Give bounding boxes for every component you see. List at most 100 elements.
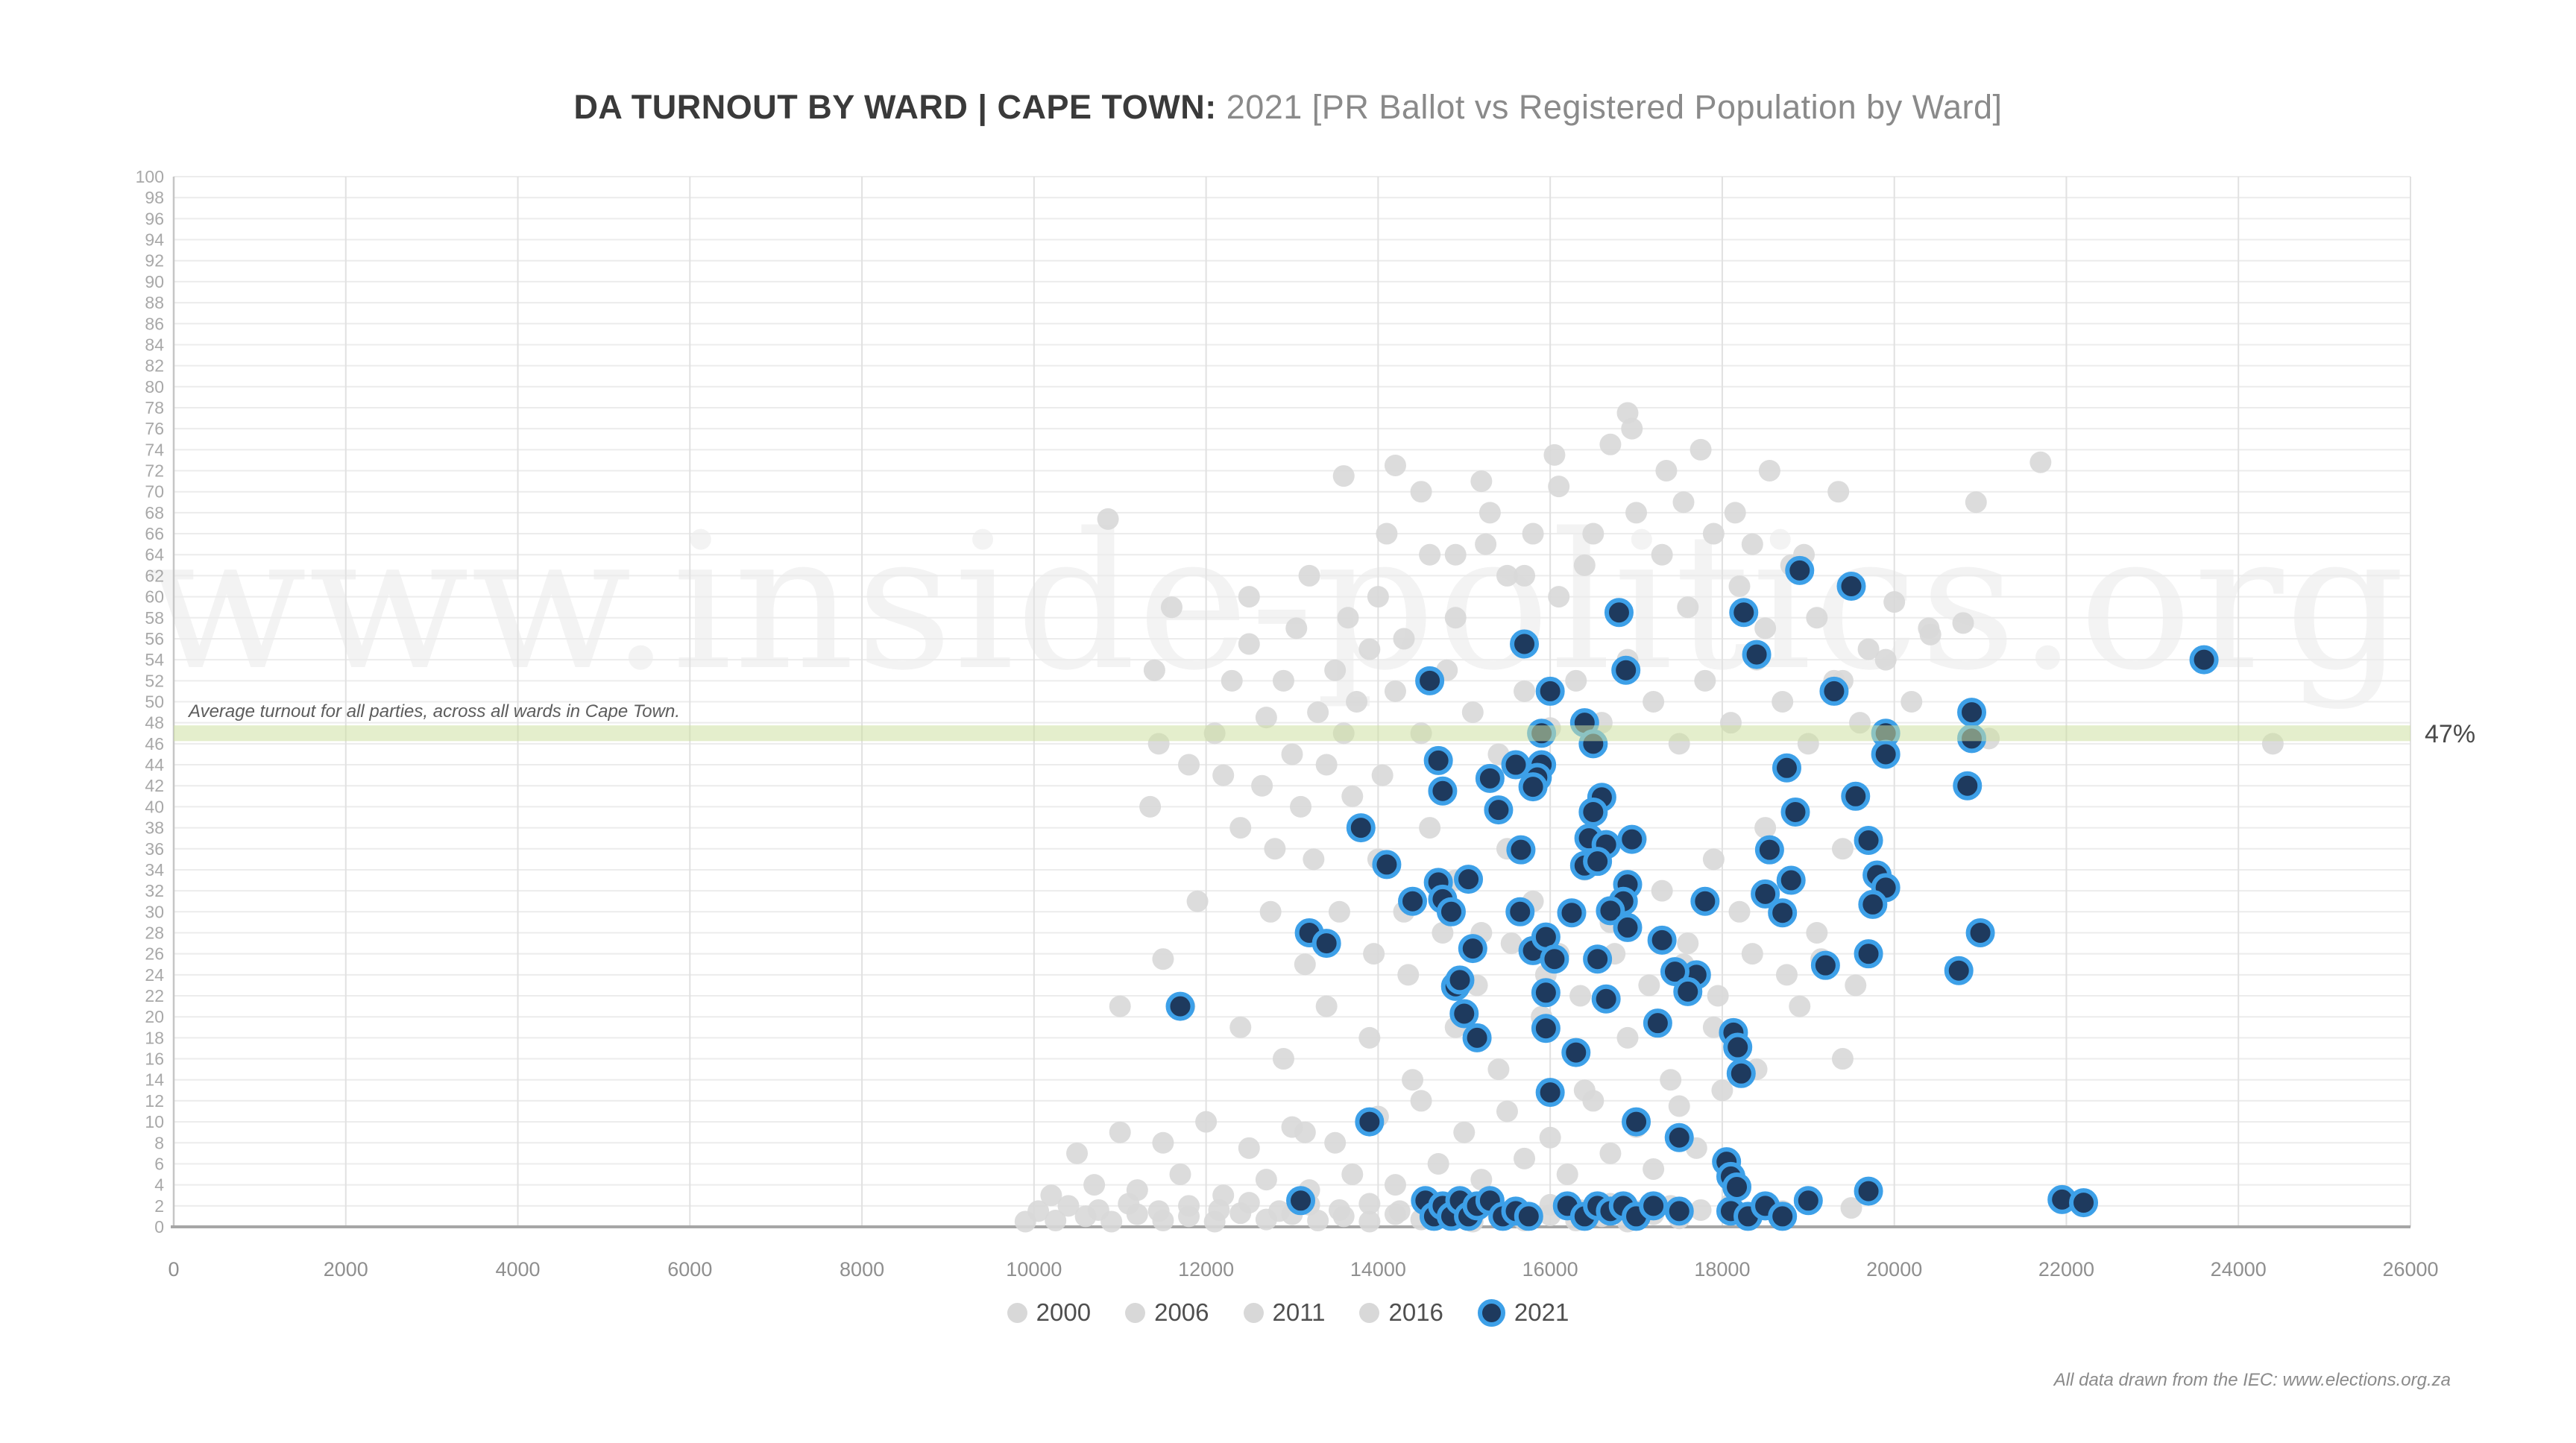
data-point-2021 <box>1854 825 1883 855</box>
data-point-2021 <box>1372 850 1402 880</box>
data-point-2011 <box>1806 921 1828 944</box>
average-annotation: Average turnout for all parties, across … <box>187 701 680 722</box>
x-tick-label: 14000 <box>1350 1258 1406 1281</box>
title-sub: 2021 [PR Ballot vs Registered Population… <box>1216 88 2003 126</box>
data-point-2006 <box>1840 1197 1862 1219</box>
data-point-2021 <box>1622 1107 1651 1137</box>
data-point-2021 <box>1423 745 1453 775</box>
data-point-2000 <box>1315 754 1338 776</box>
data-point-2016 <box>1324 1131 1347 1154</box>
data-point-2021 <box>1836 572 1866 601</box>
data-points <box>1014 402 2284 1233</box>
y-tick-label: 30 <box>145 902 164 921</box>
data-point-2006 <box>1027 1200 1050 1222</box>
data-point-2021 <box>1311 929 1341 959</box>
data-point-2021 <box>1583 847 1613 877</box>
y-tick-label: 96 <box>145 209 164 228</box>
y-tick-label: 28 <box>145 923 164 942</box>
data-point-2016 <box>1724 502 1746 524</box>
average-band-rect <box>174 725 2410 742</box>
data-point-2021 <box>1428 776 1458 806</box>
data-point-2011 <box>1143 659 1165 681</box>
x-tick-label: 18000 <box>1694 1258 1750 1281</box>
y-tick-label: 22 <box>145 986 164 1005</box>
legend-label: 2011 <box>1272 1298 1326 1326</box>
data-point-2016 <box>1376 522 1398 545</box>
data-point-2006 <box>1461 701 1484 724</box>
data-point-2016 <box>1328 900 1350 923</box>
data-point-2000 <box>1496 564 1518 587</box>
data-point-2011 <box>1616 1026 1639 1049</box>
data-point-2021 <box>1751 879 1780 909</box>
data-point-2011 <box>1599 1142 1622 1164</box>
y-tick-label: 32 <box>145 881 164 900</box>
title-main: DA TURNOUT BY WARD | CAPE TOWN: <box>573 88 1217 126</box>
y-tick-label: 42 <box>145 776 164 795</box>
data-point-2021 <box>1965 918 1995 947</box>
x-tick-label: 6000 <box>667 1258 712 1281</box>
data-point-2021 <box>1639 1191 1669 1221</box>
legend-item-2006: 2006 <box>1125 1298 1209 1327</box>
data-point-2016 <box>1919 623 1942 645</box>
data-point-2021 <box>1591 984 1621 1014</box>
data-point-2021 <box>1445 965 1475 995</box>
data-point-2016 <box>1478 502 1501 524</box>
data-point-2011 <box>1083 1174 1106 1196</box>
data-point-2000 <box>1857 638 1880 660</box>
data-point-2016 <box>1711 1079 1733 1102</box>
data-point-2016 <box>1097 508 1119 530</box>
data-point-2021 <box>1664 1196 1694 1226</box>
x-tick-label: 22000 <box>2038 1258 2094 1281</box>
y-tick-label: 26 <box>145 944 164 964</box>
data-point-2000 <box>1883 591 1906 613</box>
data-point-2011 <box>1126 1179 1148 1202</box>
data-point-2016 <box>1582 1090 1605 1112</box>
data-point-2000 <box>1139 795 1162 818</box>
data-point-2011 <box>1831 1048 1854 1070</box>
data-point-2006 <box>1087 1199 1109 1221</box>
data-point-2000 <box>1186 890 1209 912</box>
data-point-2021 <box>1506 835 1536 865</box>
legend-item-2000: 2000 <box>1007 1298 1091 1327</box>
data-point-2006 <box>1328 1199 1350 1221</box>
y-tick-label: 90 <box>145 272 164 291</box>
data-point-2021 <box>1858 889 1888 919</box>
data-point-2021 <box>1286 1186 1316 1216</box>
data-point-2021 <box>1561 1038 1591 1067</box>
data-point-2011 <box>1419 817 1441 839</box>
data-point-2021 <box>1613 912 1643 942</box>
data-point-2006 <box>1057 1195 1080 1217</box>
data-point-2016 <box>1397 964 1420 986</box>
data-point-2016 <box>1741 533 1763 555</box>
y-tick-label: 20 <box>145 1007 164 1026</box>
legend-item-2016: 2016 <box>1359 1298 1443 1327</box>
data-point-2000 <box>1393 628 1415 650</box>
data-point-2021 <box>1944 956 1974 985</box>
data-point-2016 <box>1672 491 1695 514</box>
data-point-2011 <box>1754 817 1777 839</box>
data-point-2021 <box>1819 676 1849 706</box>
data-point-2016 <box>1514 564 1536 587</box>
data-point-2000 <box>1522 522 1544 545</box>
legend-label: 2000 <box>1036 1298 1092 1326</box>
y-tick-label: 82 <box>145 356 164 376</box>
y-tick-label: 10 <box>145 1112 164 1131</box>
data-point-2021 <box>1475 763 1505 793</box>
x-tick-label: 4000 <box>495 1258 540 1281</box>
data-point-2021 <box>1415 666 1445 695</box>
x-axis-tick-labels: 0 2000 4000 6000 8000 10000 12000 14000 16000 180… <box>168 1258 2438 1281</box>
y-tick-label: 2 <box>154 1196 164 1216</box>
data-point-2021 <box>1647 925 1677 955</box>
data-point-2011 <box>1272 1048 1294 1070</box>
data-point-2016 <box>1775 964 1798 986</box>
data-point-2011 <box>1303 848 1325 871</box>
data-point-2021 <box>2189 645 2219 675</box>
data-point-2021 <box>1514 1202 1543 1231</box>
y-tick-label: 74 <box>145 440 164 459</box>
data-point-2016 <box>1298 564 1320 587</box>
y-tick-label: 16 <box>145 1049 164 1069</box>
data-point-2006 <box>1371 764 1394 786</box>
legend-dot-icon <box>1125 1302 1146 1323</box>
data-point-2021 <box>1355 1107 1385 1137</box>
data-point-2006 <box>1565 669 1587 692</box>
